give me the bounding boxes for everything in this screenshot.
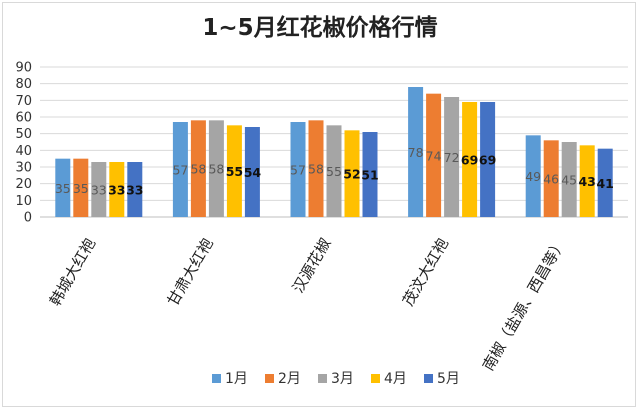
chart-title: 1~5月红花椒价格行情	[202, 14, 437, 41]
bar	[208, 120, 224, 217]
data-label: 58	[308, 162, 324, 177]
category-label: 甘肃大红袍	[164, 235, 217, 309]
bar	[326, 125, 342, 217]
legend-label: 5月	[437, 371, 460, 387]
legend: 1月 2月 3月 4月 5月	[212, 371, 460, 387]
data-label: 35	[55, 181, 71, 196]
bar	[525, 135, 541, 217]
bar	[290, 122, 306, 217]
bar	[109, 162, 125, 217]
y-tick-label: 80	[15, 77, 32, 92]
data-label: 55	[326, 164, 342, 179]
data-label: 43	[578, 174, 595, 189]
category-label: 汉源花椒	[289, 235, 335, 296]
y-tick-label: 60	[15, 111, 32, 126]
bar	[73, 158, 89, 217]
bar	[127, 162, 143, 217]
data-label: 46	[543, 172, 559, 187]
legend-swatch	[424, 374, 433, 383]
data-label: 57	[290, 163, 306, 178]
data-label: 72	[444, 150, 460, 165]
y-tick-label: 0	[24, 211, 32, 226]
legend-swatch	[371, 374, 380, 383]
bar	[362, 132, 378, 217]
bar	[190, 120, 206, 217]
legend-label: 3月	[331, 371, 354, 387]
bar	[444, 97, 460, 217]
legend-label: 4月	[384, 371, 407, 387]
bar	[426, 93, 442, 217]
y-tick-label: 20	[15, 177, 32, 192]
data-label: 74	[426, 148, 442, 163]
data-label: 54	[244, 165, 262, 180]
legend-label: 1月	[225, 371, 248, 387]
data-label: 49	[525, 169, 541, 184]
y-tick-label: 50	[15, 127, 32, 142]
y-tick-label: 10	[15, 194, 32, 209]
category-label: 南椒（盐源、西昌等）	[479, 235, 570, 374]
legend-swatch	[212, 374, 221, 383]
data-label: 69	[461, 153, 478, 168]
legend-swatch	[265, 374, 274, 383]
data-label: 35	[73, 181, 89, 196]
y-tick-label: 70	[15, 94, 32, 109]
data-label: 45	[561, 173, 577, 188]
data-label: 58	[208, 162, 224, 177]
bar	[543, 140, 559, 217]
bar	[579, 145, 595, 217]
category-label: 韩城大红袍	[46, 235, 99, 309]
legend-swatch	[318, 374, 327, 383]
bar	[244, 127, 260, 217]
bars	[55, 87, 613, 217]
y-tick-label: 90	[15, 61, 32, 76]
y-tick-label: 40	[15, 144, 32, 159]
bar	[408, 87, 424, 217]
bar	[308, 120, 324, 217]
data-label: 58	[190, 162, 206, 177]
bar	[561, 142, 577, 217]
data-label: 33	[126, 183, 143, 198]
bar	[462, 102, 478, 217]
data-label: 52	[343, 167, 360, 182]
data-label: 41	[596, 176, 613, 191]
legend-label: 2月	[278, 371, 301, 387]
bar	[55, 158, 71, 217]
data-label: 69	[479, 153, 496, 168]
category-labels: 韩城大红袍 甘肃大红袍 汉源花椒 茂汶大红袍 南椒（盐源、西昌等）	[46, 235, 569, 374]
data-label: 55	[226, 164, 243, 179]
bar	[172, 122, 188, 217]
data-label: 33	[91, 183, 107, 198]
y-tick-label: 30	[15, 161, 32, 176]
bar	[480, 102, 496, 217]
category-label: 茂汶大红袍	[399, 235, 452, 309]
data-label: 57	[172, 163, 188, 178]
bar	[226, 125, 242, 217]
bar	[344, 130, 360, 217]
bar	[91, 162, 107, 217]
data-label: 78	[408, 145, 424, 160]
data-label: 51	[361, 168, 378, 183]
bar	[597, 148, 613, 217]
data-label: 33	[108, 183, 125, 198]
